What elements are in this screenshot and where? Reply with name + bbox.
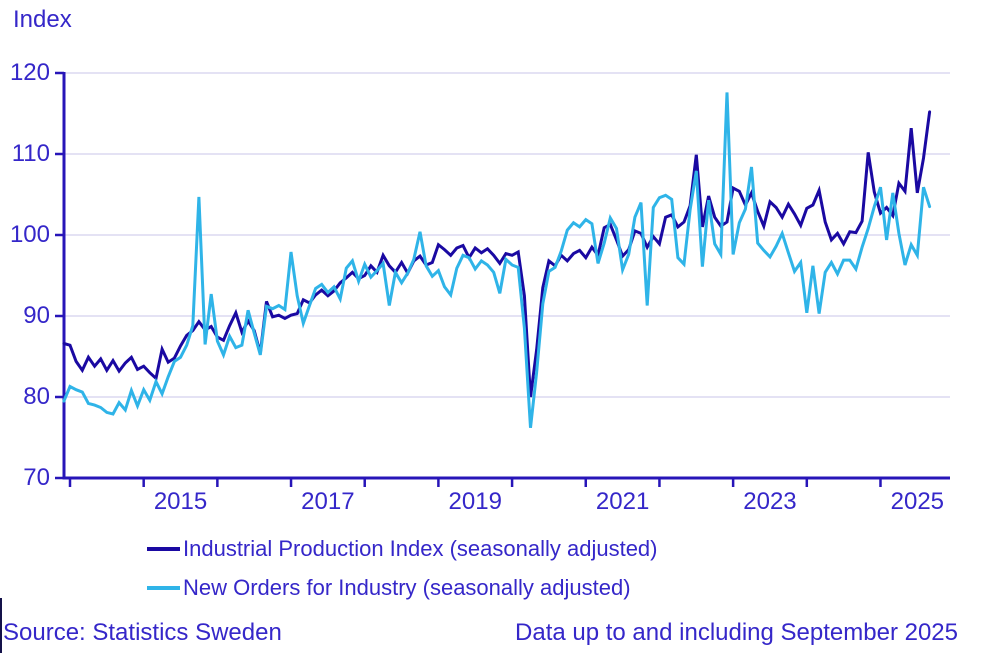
y-tick-label: 120 (9, 59, 50, 86)
legend-label-new-orders: New Orders for Industry (seasonally adju… (183, 575, 631, 600)
source-text: Source: Statistics Sweden (3, 619, 282, 646)
x-tick-label: 2025 (890, 488, 945, 515)
axis-title: Index (13, 6, 72, 33)
x-tick-label: 2021 (595, 488, 650, 515)
legend-item-production-index: Industrial Production Index (seasonally … (147, 536, 658, 562)
y-tick-label: 90 (23, 302, 50, 329)
x-tick-label: 2017 (301, 488, 355, 515)
x-tick-label: 2023 (743, 488, 797, 515)
text-cursor-artifact (0, 598, 2, 653)
series-line (62, 92, 932, 428)
legend: Industrial Production Index (seasonally … (147, 536, 658, 614)
y-tick-label: 80 (23, 383, 50, 410)
production-index-line-swatch (147, 547, 180, 551)
x-tick-label: 2015 (153, 488, 208, 515)
data-note: Data up to and including September 2025 (515, 619, 958, 646)
legend-item-new-orders: New Orders for Industry (seasonally adju… (147, 575, 658, 601)
new-orders-line-swatch (147, 586, 180, 590)
x-tick-label: 2019 (448, 488, 502, 515)
y-tick-label: 110 (11, 140, 50, 167)
chart-svg (55, 71, 950, 487)
y-tick-label: 70 (23, 464, 50, 491)
legend-label-production-index: Industrial Production Index (seasonally … (183, 536, 658, 561)
y-tick-label: 100 (9, 221, 50, 248)
